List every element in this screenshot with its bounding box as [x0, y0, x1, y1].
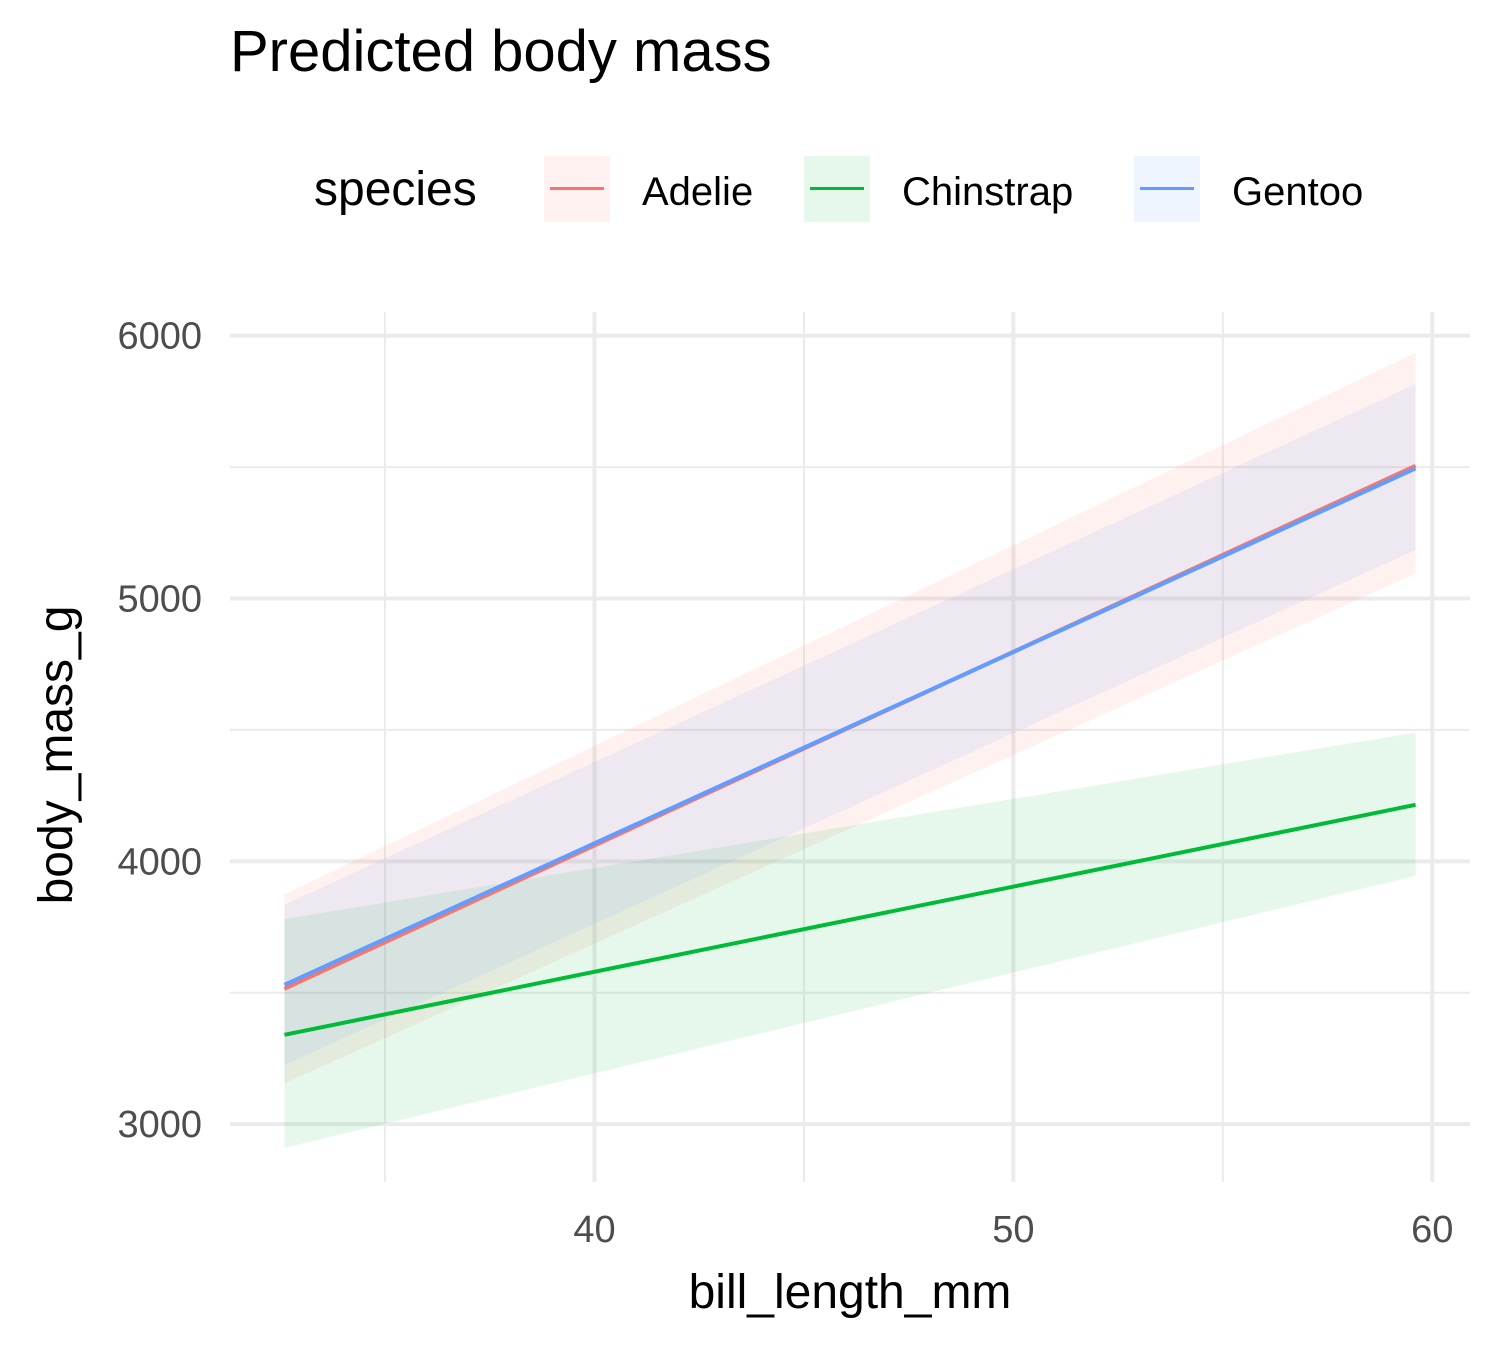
x-tick-label-60: 60 [1411, 1209, 1453, 1251]
fit-line-gentoo [283, 466, 1417, 987]
legend: species Adelie Chinstrap Gentoo [0, 150, 1500, 230]
y-axis-title: body_mass_g [30, 606, 83, 905]
major-gridlines [230, 312, 1470, 1182]
legend-label-adelie: Adelie [642, 170, 754, 214]
fit-lines [283, 463, 1417, 1037]
ci-band-adelie [284, 352, 1416, 1084]
y-axis-ticks: 3000 4000 5000 6000 [117, 316, 202, 1147]
legend-key-gentoo [1134, 156, 1200, 222]
legend-key-adelie [544, 156, 610, 222]
chart-title: Predicted body mass [230, 19, 772, 84]
x-tick-label-40: 40 [573, 1209, 615, 1251]
x-axis-ticks: 40 50 60 [573, 1209, 1453, 1251]
legend-label-gentoo: Gentoo [1232, 170, 1364, 214]
y-tick-label-3000: 3000 [117, 1104, 202, 1146]
ci-band-chinstrap [284, 732, 1416, 1148]
x-axis-title: bill_length_mm [689, 1266, 1012, 1319]
y-tick-label-4000: 4000 [117, 841, 202, 883]
fit-line-chinstrap [284, 802, 1416, 1037]
legend-title: species [314, 163, 477, 216]
y-tick-label-5000: 5000 [117, 578, 202, 620]
y-tick-label-6000: 6000 [117, 316, 202, 358]
confidence-bands [284, 352, 1416, 1148]
legend-key-chinstrap [804, 156, 870, 222]
legend-label-chinstrap: Chinstrap [902, 170, 1074, 214]
x-tick-label-50: 50 [992, 1209, 1034, 1251]
